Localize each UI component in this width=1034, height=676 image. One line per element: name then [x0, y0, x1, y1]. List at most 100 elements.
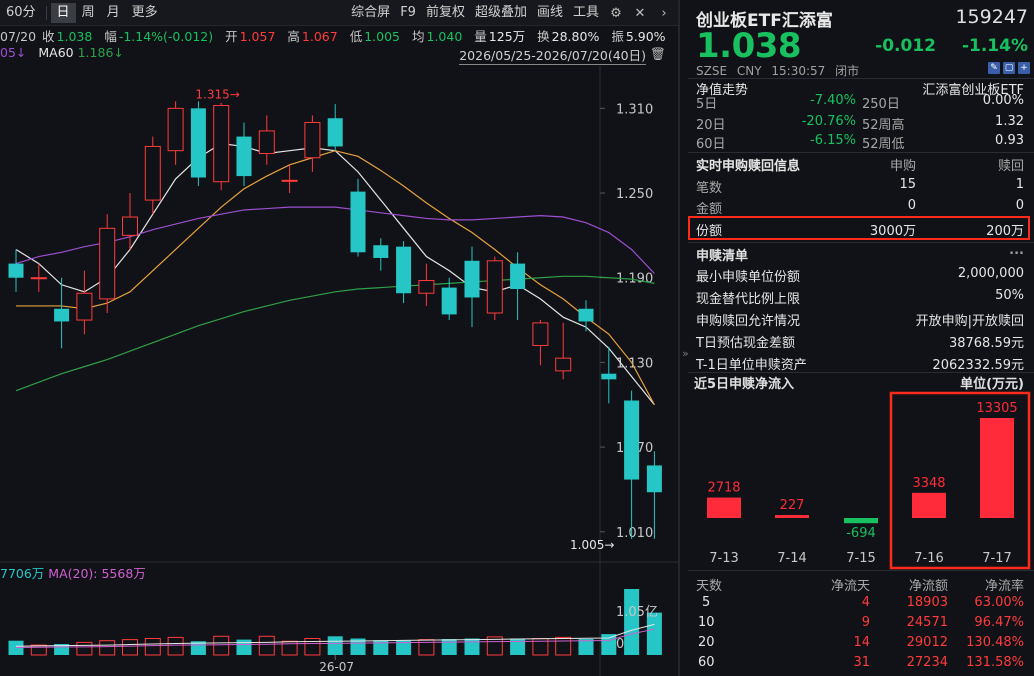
period-month[interactable]: 月 [106, 4, 120, 20]
ma30-line [15, 206, 655, 274]
flow-days: 20 [698, 635, 715, 650]
trash-icon[interactable]: 🗑 [650, 46, 666, 61]
toolbar-tools: 综合屏 F9 前复权 超级叠加 画线 工具 ⚙ ✕ › [346, 0, 676, 26]
more-icon[interactable]: ... [1009, 243, 1024, 258]
divider [688, 570, 1034, 571]
flow-table-header: 天数 净流天 净流额 净流率 [688, 573, 1034, 594]
flow-rate: 63.00% [974, 595, 1024, 610]
high-label: 高 [287, 29, 300, 44]
volume-bar [578, 639, 594, 655]
nav-period-value: 0.93 [995, 133, 1024, 148]
nav-header-row: 净值走势 汇添富创业板ETF [688, 79, 1034, 98]
nav-period-value: -7.40% [810, 93, 856, 108]
flow-netdays: 31 [853, 655, 870, 670]
candle [441, 277, 457, 321]
candle-body [327, 118, 343, 147]
candle-body [555, 357, 572, 372]
low-marker-label: 1.005→ [570, 538, 614, 552]
super-overlay-button[interactable]: 超级叠加 [474, 5, 527, 20]
add-icon[interactable]: + [1018, 62, 1030, 74]
flow-netdays: 9 [861, 615, 870, 630]
edit-icon[interactable]: ✎ [988, 62, 1000, 74]
volume-value: 7706万 [0, 566, 48, 581]
candle-body [373, 245, 389, 258]
candle [213, 102, 230, 191]
candle-body [646, 465, 662, 493]
market-status: 闭市 [835, 64, 860, 78]
period-more[interactable]: 更多 [131, 4, 158, 20]
kline-chart[interactable]: 1.3101.2501.1901.1301.0701.0101.315→1.00… [0, 0, 678, 676]
realtime-subscribe-value: 3000万 [869, 224, 916, 239]
y-tick-label: 1.310 [616, 102, 653, 117]
candle [555, 322, 572, 380]
flow-days: 10 [698, 615, 715, 630]
candle [624, 390, 640, 539]
inflow-value-label: 3348 [912, 476, 945, 491]
x-tick-label: 26-07 [319, 660, 354, 674]
nav-period-label: 60日 [696, 137, 726, 152]
candle-body [601, 373, 617, 380]
candle [418, 263, 435, 306]
candle-body [122, 216, 138, 236]
open-label: 开 [225, 29, 238, 44]
inflow-value-label: 2718 [707, 481, 740, 496]
candle-body [281, 179, 298, 182]
volume-bar [418, 639, 435, 656]
forward-adjust-button[interactable]: 前复权 [425, 5, 465, 20]
realtime-redeem-value: 1 [1015, 177, 1024, 192]
f9-button[interactable]: F9 [400, 5, 416, 20]
fund-name: 创业板ETF汇添富 [696, 11, 833, 31]
flow-rate: 130.48% [966, 635, 1024, 650]
candle [8, 249, 24, 292]
list-value: 2062332.59元 [932, 358, 1024, 373]
candle [601, 346, 617, 404]
pane-divider[interactable] [678, 0, 680, 676]
candle-body [486, 260, 503, 314]
realtime-subscribe-value: 0 [907, 198, 916, 213]
avg-label: 均 [411, 29, 425, 44]
list-row: T日预估现金差额 38768.59元 [688, 330, 1034, 351]
inflow-category-label: 7-14 [777, 551, 807, 566]
inflow-bar [912, 492, 946, 518]
volume-bar [510, 638, 526, 655]
nav-period-value: 1.32 [995, 114, 1024, 129]
kline-panel: 1.3101.2501.1901.1301.0701.0101.315→1.00… [0, 0, 680, 676]
avg-value: 1.040 [426, 29, 463, 44]
y-tick-label: 1.250 [616, 187, 653, 202]
collapse-arrow-icon[interactable]: » [682, 347, 689, 360]
window-icon[interactable]: ▢ [1003, 62, 1015, 74]
flow-table-row: 20 14 29012 130.48% [688, 633, 1034, 653]
period-week[interactable]: 周 [81, 4, 95, 20]
next-icon[interactable]: › [661, 5, 667, 21]
composite-screen-button[interactable]: 综合屏 [351, 5, 391, 20]
flow-amount: 18903 [906, 595, 948, 610]
volume-tick-label: 0 [616, 637, 624, 652]
candle [304, 115, 321, 172]
draw-line-button[interactable]: 画线 [536, 5, 563, 20]
turn-value: 28.80% [551, 29, 600, 44]
flow-col-amount: 净流额 [908, 579, 948, 594]
period-60min[interactable]: 60分 [6, 4, 36, 20]
flow-col-rate: 净流率 [984, 579, 1024, 594]
divider [688, 242, 1034, 243]
date-range[interactable]: 2026/05/25-2026/07/20(40日) [459, 45, 646, 65]
nav-fund-name: 汇添富创业板ETF [922, 83, 1024, 98]
tools-button[interactable]: 工具 [572, 5, 599, 20]
fund-code: 159247 [955, 6, 1028, 28]
settings-icon[interactable]: ⚙ [610, 5, 622, 21]
list-label: T-1日单位申赎资产 [696, 358, 807, 373]
inflow-value-label: 227 [780, 498, 805, 513]
close-icon[interactable]: ✕ [634, 5, 646, 21]
flow-netdays: 4 [861, 595, 870, 610]
nav-period-value: -6.15% [810, 133, 856, 148]
realtime-redeem-value: 0 [1015, 198, 1024, 213]
volume-ma20-value: 5568万 [101, 566, 145, 581]
volume-bar [601, 634, 617, 655]
vol-value: 125万 [488, 29, 526, 44]
current-price: 1.038 [696, 26, 802, 66]
toolbar-separator [45, 5, 47, 20]
divider [688, 372, 1034, 373]
period-day[interactable]: 日 [50, 2, 76, 23]
candle [373, 238, 389, 271]
